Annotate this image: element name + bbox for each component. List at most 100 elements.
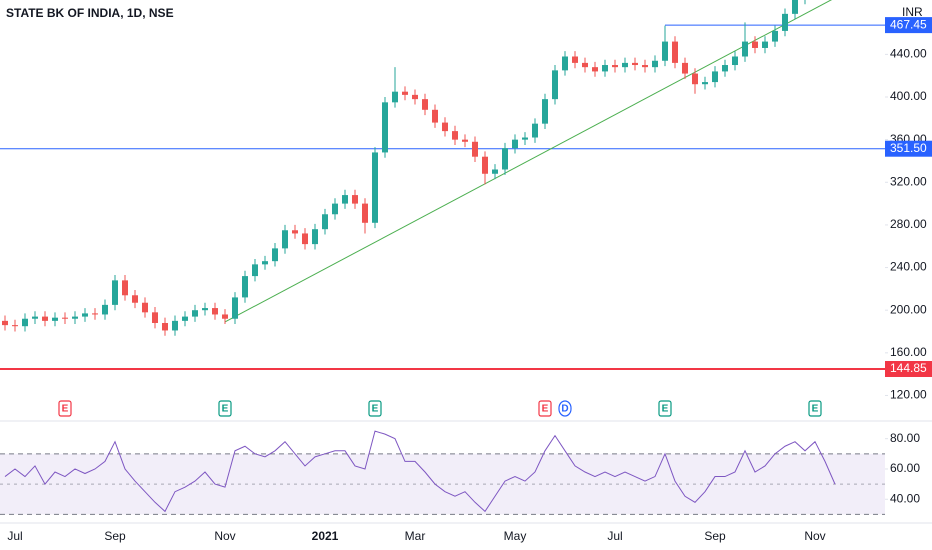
candle-body [32, 316, 38, 319]
price-pane [0, 0, 885, 370]
candle-body [92, 313, 98, 315]
candle-body [462, 139, 468, 142]
candle-body [292, 230, 298, 234]
candle-body [332, 203, 338, 215]
candle-body [602, 65, 608, 72]
candle-body [562, 56, 568, 71]
candle-body [632, 62, 638, 66]
candle-body [722, 65, 728, 72]
candle-body [232, 297, 238, 319]
candle-body [182, 316, 188, 321]
candle-body [582, 62, 588, 68]
price-level-box [885, 17, 932, 34]
candle-body [502, 148, 508, 170]
y-tick-label: 400.00 [890, 89, 927, 103]
x-tick-label: Sep [704, 529, 726, 543]
candle-body [452, 131, 458, 140]
x-tick-label: 2021 [312, 529, 339, 543]
candle-body [792, 0, 798, 14]
candle-body [432, 109, 438, 123]
candle-body [742, 41, 748, 57]
candle-body [492, 169, 498, 174]
candle-body [122, 280, 128, 296]
rsi-line [4, 430, 836, 513]
currency: INR [902, 5, 923, 19]
candle-body [712, 71, 718, 83]
candle-body [62, 317, 68, 319]
x-tick-label: Sep [104, 529, 126, 543]
candle-body [362, 203, 368, 223]
event-label: E [372, 404, 379, 415]
candle-body [392, 91, 398, 103]
candle-body [522, 137, 528, 140]
event-label: E [662, 404, 669, 415]
x-tick-label: Jul [7, 529, 22, 543]
candle-body [172, 320, 178, 331]
candle-body [162, 322, 168, 331]
y-tick-label: 240.00 [890, 260, 927, 274]
candle-body [152, 312, 158, 323]
candle-body [242, 276, 248, 298]
candle-body [782, 13, 788, 31]
candle-body [252, 264, 258, 277]
candle-body [592, 67, 598, 72]
candle-body [652, 60, 658, 68]
event-icon [538, 400, 552, 417]
candle-body [322, 214, 328, 230]
x-tick-label: Mar [405, 529, 426, 543]
candle-body [372, 152, 378, 223]
candle-body [402, 91, 408, 95]
candle-body [202, 308, 208, 311]
y-tick-label: 120.00 [890, 388, 927, 402]
candle-body [282, 230, 288, 249]
y-tick-label: 280.00 [890, 217, 927, 231]
candle-body [12, 325, 18, 327]
candle-body [552, 70, 558, 100]
candle-body [382, 102, 388, 153]
candle-body [612, 65, 618, 68]
event-label: E [222, 404, 229, 415]
candle-body [52, 317, 58, 321]
y-tick-label: 320.00 [890, 174, 927, 188]
candle-body [132, 295, 138, 303]
candle-body [752, 41, 758, 48]
candle-body [352, 195, 358, 204]
candle-body [542, 99, 548, 124]
event-icon [368, 400, 382, 417]
price-level-box [885, 360, 932, 377]
candle-body [2, 320, 8, 326]
candle-body [662, 41, 668, 61]
candle-body [102, 304, 108, 315]
price-level-label: 467.45 [890, 17, 927, 31]
event-icon [658, 400, 672, 417]
candle-body [312, 229, 318, 245]
candle-body [72, 316, 78, 319]
candle-body [642, 65, 648, 68]
candle-body [512, 139, 518, 149]
price-level-label: 351.50 [890, 141, 927, 155]
candle-body [192, 310, 198, 317]
event-icon [558, 400, 572, 417]
event-icon [808, 400, 822, 417]
candle-body [222, 314, 228, 319]
candle-body [482, 156, 488, 174]
candle-body [302, 233, 308, 245]
candle-body [142, 302, 148, 313]
price-level-label: 144.85 [890, 361, 927, 375]
candle-body [692, 73, 698, 85]
event-label: E [812, 404, 819, 415]
trendline [224, 0, 833, 323]
candle-body [42, 316, 48, 321]
candle-body [82, 313, 88, 317]
candle-body [112, 280, 118, 305]
candle-body [682, 62, 688, 74]
chart-title: STATE BK OF INDIA, 1D, NSE [6, 6, 174, 20]
candle-body [622, 62, 628, 68]
x-tick-label: Jul [607, 529, 622, 543]
candle-body [262, 261, 268, 265]
candle-body [762, 41, 768, 48]
candle-body [422, 99, 428, 110]
candle-body [572, 56, 578, 63]
candle-body [532, 123, 538, 138]
